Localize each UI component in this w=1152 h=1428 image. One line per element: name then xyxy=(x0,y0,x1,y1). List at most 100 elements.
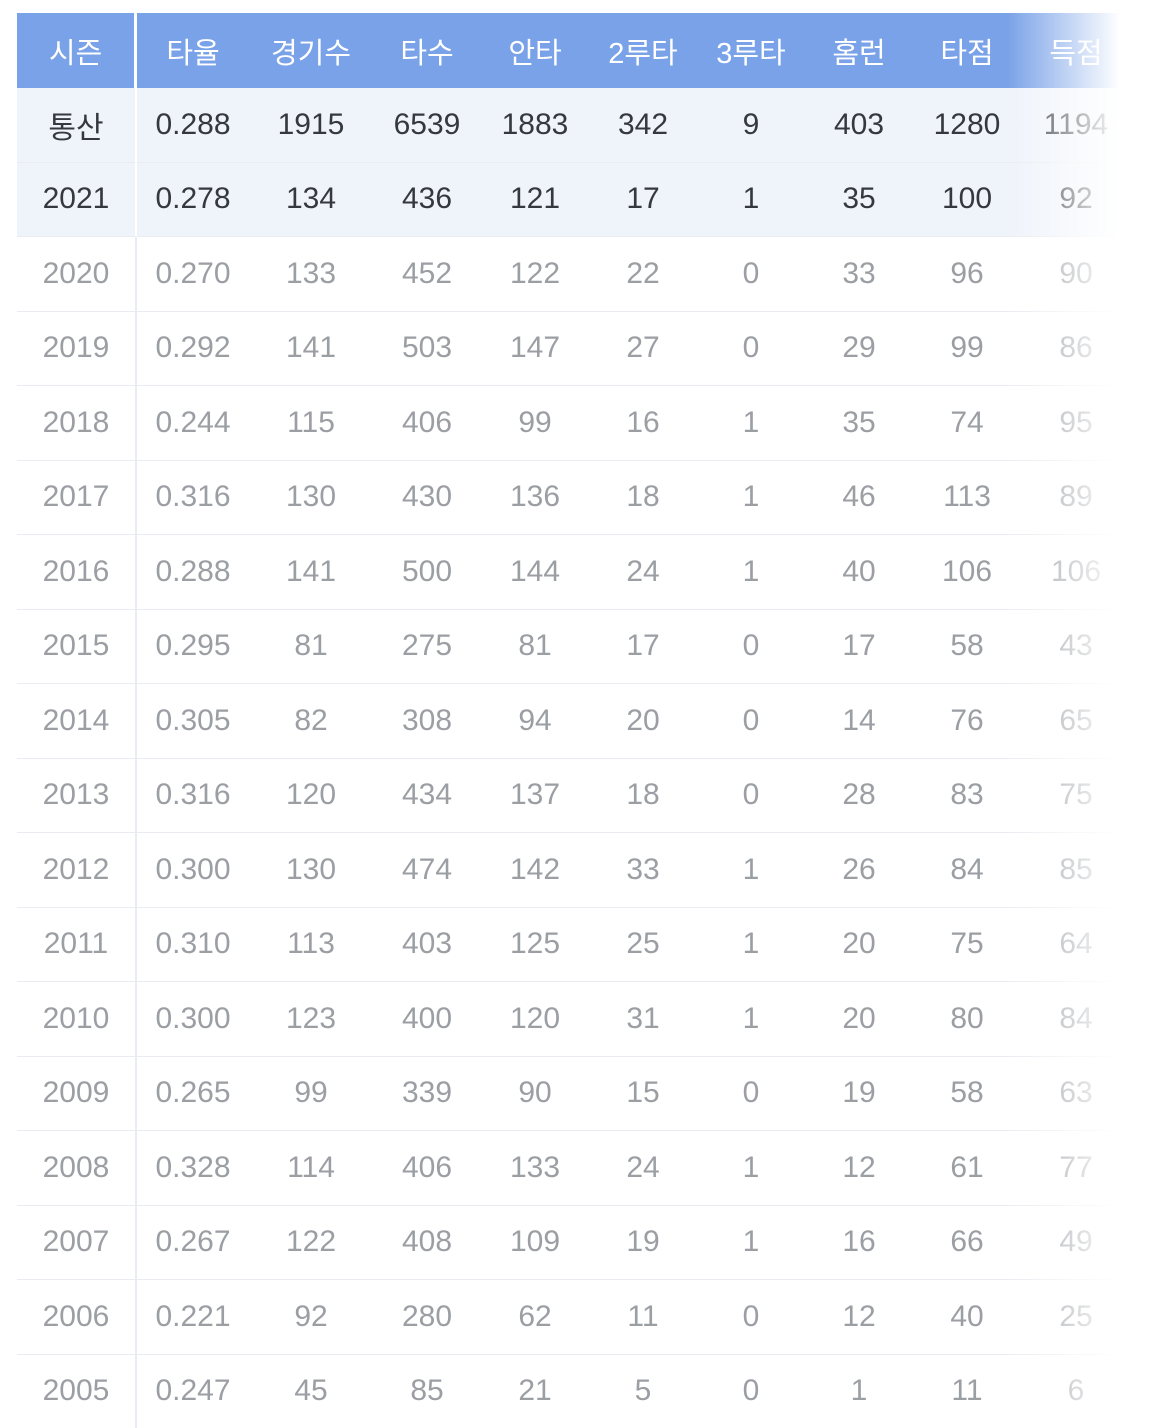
stat-cell-hits: 90 xyxy=(481,1056,589,1131)
stat-cell-runs: 86 xyxy=(1021,311,1131,386)
stat-cell-runs: 25 xyxy=(1021,1280,1131,1355)
table-row-2008: 2008 0.328 114 406 133 24 1 12 61 77 xyxy=(17,1131,1131,1206)
stat-cell-triples: 1 xyxy=(697,907,805,982)
stat-cell-rbi: 106 xyxy=(913,535,1021,610)
stat-cell-doubles: 17 xyxy=(589,609,697,684)
stat-cell-games: 45 xyxy=(249,1354,373,1428)
stat-cell-triples: 0 xyxy=(697,1354,805,1428)
stat-cell-doubles: 33 xyxy=(589,833,697,908)
stat-cell-doubles: 15 xyxy=(589,1056,697,1131)
stat-cell-runs: 75 xyxy=(1021,758,1131,833)
column-header-triples: 3루타 xyxy=(697,13,805,88)
stat-cell-games: 133 xyxy=(249,237,373,312)
table-row-2012: 2012 0.300 130 474 142 33 1 26 84 85 xyxy=(17,833,1131,908)
table-row-2011: 2011 0.310 113 403 125 25 1 20 75 64 xyxy=(17,907,1131,982)
stat-cell-rbi: 113 xyxy=(913,460,1021,535)
stat-cell-avg: 0.288 xyxy=(137,88,249,163)
stat-cell-avg: 0.316 xyxy=(137,460,249,535)
stat-cell-at-bats: 452 xyxy=(373,237,481,312)
stat-cell-home-runs: 26 xyxy=(805,833,913,908)
stat-cell-triples: 9 xyxy=(697,88,805,163)
stat-cell-doubles: 24 xyxy=(589,535,697,610)
stat-cell-at-bats: 430 xyxy=(373,460,481,535)
stat-cell-doubles: 25 xyxy=(589,907,697,982)
stat-cell-avg: 0.288 xyxy=(137,535,249,610)
season-cell: 2021 xyxy=(17,162,137,237)
stat-cell-triples: 0 xyxy=(697,758,805,833)
stat-cell-runs: 89 xyxy=(1021,460,1131,535)
stat-cell-at-bats: 403 xyxy=(373,907,481,982)
stat-cell-triples: 0 xyxy=(697,311,805,386)
column-header-hits: 안타 xyxy=(481,13,589,88)
stat-cell-doubles: 24 xyxy=(589,1131,697,1206)
stat-cell-avg: 0.278 xyxy=(137,162,249,237)
stat-cell-avg: 0.292 xyxy=(137,311,249,386)
stat-cell-triples: 0 xyxy=(697,237,805,312)
season-cell: 2008 xyxy=(17,1131,137,1206)
stat-cell-avg: 0.300 xyxy=(137,982,249,1057)
season-cell: 2010 xyxy=(17,982,137,1057)
stat-cell-runs: 90 xyxy=(1021,237,1131,312)
stat-cell-hits: 137 xyxy=(481,758,589,833)
stat-cell-avg: 0.300 xyxy=(137,833,249,908)
table-row-통산: 통산 0.288 1915 6539 1883 342 9 403 1280 1194 xyxy=(17,88,1131,163)
stat-cell-triples: 1 xyxy=(697,162,805,237)
stat-cell-rbi: 76 xyxy=(913,684,1021,759)
stat-cell-hits: 147 xyxy=(481,311,589,386)
stat-cell-triples: 1 xyxy=(697,833,805,908)
season-cell: 2018 xyxy=(17,386,137,461)
column-header-home-runs: 홈런 xyxy=(805,13,913,88)
stat-cell-doubles: 31 xyxy=(589,982,697,1057)
table-row-2006: 2006 0.221 92 280 62 11 0 12 40 25 xyxy=(17,1280,1131,1355)
stats-table-scroll-area[interactable]: 시즌 타율 경기수 타수 안타 2루타 3루타 홈런 타점 득점 통산 0.288 1915 6539 1… xyxy=(17,13,1152,1428)
stat-cell-home-runs: 29 xyxy=(805,311,913,386)
stat-cell-games: 92 xyxy=(249,1280,373,1355)
stat-cell-home-runs: 20 xyxy=(805,907,913,982)
stat-cell-doubles: 27 xyxy=(589,311,697,386)
table-row-2018: 2018 0.244 115 406 99 16 1 35 74 95 xyxy=(17,386,1131,461)
stat-cell-home-runs: 40 xyxy=(805,535,913,610)
stat-cell-hits: 136 xyxy=(481,460,589,535)
stat-cell-games: 122 xyxy=(249,1205,373,1280)
stat-cell-hits: 121 xyxy=(481,162,589,237)
stat-cell-rbi: 74 xyxy=(913,386,1021,461)
table-row-2015: 2015 0.295 81 275 81 17 0 17 58 43 xyxy=(17,609,1131,684)
column-header-avg: 타율 xyxy=(137,13,249,88)
stat-cell-at-bats: 275 xyxy=(373,609,481,684)
header-row: 시즌 타율 경기수 타수 안타 2루타 3루타 홈런 타점 득점 xyxy=(17,13,1131,88)
stat-cell-avg: 0.265 xyxy=(137,1056,249,1131)
stat-cell-at-bats: 408 xyxy=(373,1205,481,1280)
stat-cell-at-bats: 400 xyxy=(373,982,481,1057)
stat-cell-doubles: 19 xyxy=(589,1205,697,1280)
season-stats-table: 시즌 타율 경기수 타수 안타 2루타 3루타 홈런 타점 득점 통산 0.288 1915 6539 1… xyxy=(17,13,1131,1428)
season-cell: 2019 xyxy=(17,311,137,386)
stat-cell-home-runs: 19 xyxy=(805,1056,913,1131)
season-cell: 2014 xyxy=(17,684,137,759)
stat-cell-home-runs: 28 xyxy=(805,758,913,833)
season-cell: 2009 xyxy=(17,1056,137,1131)
stat-cell-triples: 1 xyxy=(697,1205,805,1280)
stat-cell-doubles: 18 xyxy=(589,758,697,833)
stat-cell-avg: 0.247 xyxy=(137,1354,249,1428)
stat-cell-at-bats: 6539 xyxy=(373,88,481,163)
stat-cell-at-bats: 436 xyxy=(373,162,481,237)
stat-cell-games: 130 xyxy=(249,833,373,908)
stat-cell-doubles: 18 xyxy=(589,460,697,535)
stat-cell-home-runs: 33 xyxy=(805,237,913,312)
stat-cell-triples: 1 xyxy=(697,386,805,461)
stat-cell-triples: 1 xyxy=(697,460,805,535)
stat-cell-triples: 1 xyxy=(697,535,805,610)
stat-cell-rbi: 99 xyxy=(913,311,1021,386)
season-cell: 2006 xyxy=(17,1280,137,1355)
stat-cell-rbi: 11 xyxy=(913,1354,1021,1428)
stat-cell-games: 130 xyxy=(249,460,373,535)
stat-cell-runs: 85 xyxy=(1021,833,1131,908)
stat-cell-home-runs: 35 xyxy=(805,386,913,461)
stat-cell-home-runs: 20 xyxy=(805,982,913,1057)
stat-cell-hits: 125 xyxy=(481,907,589,982)
stat-cell-runs: 92 xyxy=(1021,162,1131,237)
stat-cell-at-bats: 503 xyxy=(373,311,481,386)
stat-cell-hits: 81 xyxy=(481,609,589,684)
season-cell: 2017 xyxy=(17,460,137,535)
table-row-2021: 2021 0.278 134 436 121 17 1 35 100 92 xyxy=(17,162,1131,237)
